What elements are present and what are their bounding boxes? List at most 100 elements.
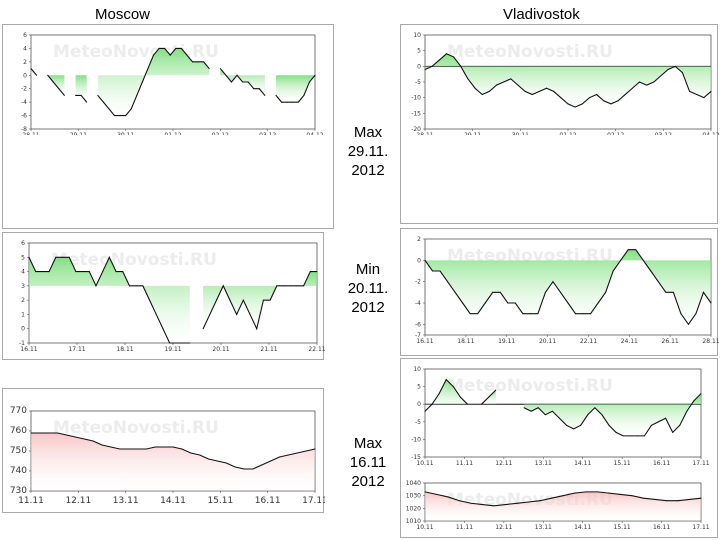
data-point: [281, 101, 283, 103]
area-fill: [425, 491, 701, 521]
data-point: [620, 259, 622, 261]
data-point: [438, 59, 440, 61]
area-fill: [425, 249, 711, 325]
data-point: [631, 87, 633, 89]
x-tick-label: 30.11: [512, 132, 529, 135]
row-label-3-date: 16.11: [349, 454, 387, 471]
x-tick-label: 20.11: [212, 346, 229, 353]
data-point: [35, 271, 37, 273]
data-point: [510, 78, 512, 80]
data-point: [308, 81, 310, 83]
data-point: [617, 100, 619, 102]
data-point: [432, 270, 434, 272]
data-point: [175, 47, 177, 49]
row-label-1: Max 29.11. 2012: [336, 123, 400, 180]
data-point: [650, 270, 652, 272]
x-tick-label: 14.11: [574, 524, 591, 531]
y-tick-label: 2: [21, 297, 25, 304]
data-point: [516, 502, 518, 504]
y-tick-label: 770: [10, 406, 27, 416]
data-point: [605, 291, 607, 293]
data-point: [303, 285, 305, 287]
data-point: [603, 100, 605, 102]
data-point: [63, 94, 65, 96]
vlad-temp-chart-1: MeteoNovosti.RU 10 5 0 -5 -10 -15 -2028.11 29.11…: [411, 32, 719, 135]
y-tick-label: 1030: [406, 493, 421, 500]
data-point: [615, 431, 617, 433]
moscow-title: Moscow: [95, 6, 151, 23]
y-tick-label: 740: [10, 466, 27, 476]
data-point: [249, 313, 251, 315]
data-point: [710, 302, 712, 304]
data-point: [147, 68, 149, 70]
data-point: [276, 285, 278, 287]
data-point: [529, 313, 531, 315]
y-tick-label: 0: [417, 257, 421, 264]
data-point: [590, 313, 592, 315]
data-point: [153, 54, 155, 56]
data-point: [627, 249, 629, 251]
data-point: [283, 285, 285, 287]
data-point: [551, 497, 552, 499]
vlad-panel-3: MeteoNovosti.RU 10 5 0 -5 -10 -15 10.11 11.11 12.…: [400, 358, 718, 538]
data-point: [639, 81, 640, 83]
x-tick-label: 16.11: [20, 346, 37, 353]
series-line: [30, 68, 37, 76]
data-point: [172, 446, 174, 448]
data-point: [296, 285, 298, 287]
data-point: [477, 313, 479, 315]
data-point: [52, 81, 54, 83]
data-point: [128, 285, 130, 287]
data-point: [666, 500, 667, 502]
data-point: [574, 106, 576, 108]
data-point: [236, 313, 238, 315]
row-label-1-year: 2012: [351, 162, 385, 179]
data-point: [270, 460, 272, 462]
data-point: [119, 115, 121, 117]
x-tick-label: 16.11: [255, 496, 281, 506]
data-point: [667, 68, 669, 70]
data-point: [686, 410, 688, 412]
data-point: [242, 299, 244, 301]
data-point: [677, 500, 679, 502]
data-point: [191, 61, 193, 63]
data-point: [514, 302, 516, 304]
data-point: [236, 74, 238, 76]
y-tick-label: 5: [417, 48, 421, 55]
data-point: [612, 270, 614, 272]
data-point: [544, 414, 546, 416]
data-point: [681, 72, 683, 74]
data-point: [522, 313, 524, 315]
data-point: [289, 285, 291, 287]
data-point: [665, 291, 667, 293]
x-tick-label: 12.11: [65, 496, 91, 506]
data-point: [597, 302, 599, 304]
data-point: [492, 291, 494, 293]
data-point: [689, 498, 690, 500]
data-point: [438, 393, 440, 395]
moscow-temp-chart-2: MeteoNovosti.RU 6 5 4 3 2 1 0 -116.11 17.11 18.11 1…: [19, 240, 325, 353]
data-point: [530, 410, 532, 412]
data-point: [30, 432, 32, 434]
data-point: [57, 432, 59, 434]
data-point: [230, 81, 232, 83]
data-point: [80, 94, 82, 96]
x-tick-label: 13.11: [113, 496, 139, 506]
data-point: [447, 281, 449, 283]
data-point: [154, 446, 156, 448]
y-tick-label: 750: [10, 446, 27, 456]
data-point: [314, 448, 316, 450]
data-point: [297, 101, 299, 103]
y-tick-label: 5: [417, 384, 421, 391]
data-point: [145, 448, 147, 450]
area-fill: [31, 433, 315, 491]
data-point: [431, 65, 433, 67]
data-point: [108, 256, 110, 258]
data-point: [636, 435, 638, 437]
area-fill: [203, 271, 317, 329]
data-point: [517, 84, 519, 86]
x-tick-label: 18.11: [116, 346, 133, 353]
data-point: [601, 414, 603, 416]
data-point: [258, 88, 260, 90]
data-point: [75, 271, 77, 273]
